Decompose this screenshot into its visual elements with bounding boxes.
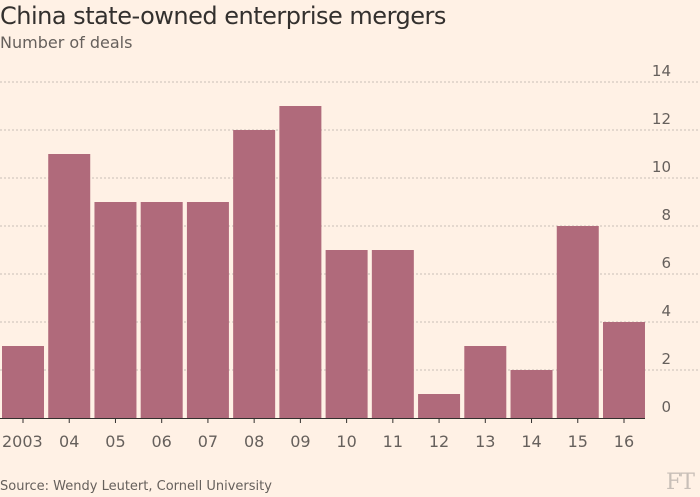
bar — [279, 106, 322, 418]
x-tick-label: 07 — [198, 432, 218, 451]
source-note: Source: Wendy Leutert, Cornell Universit… — [0, 479, 272, 494]
bar — [233, 130, 276, 418]
y-tick-label: 12 — [652, 110, 671, 128]
bar — [464, 346, 507, 418]
bar — [48, 154, 91, 418]
bar — [2, 346, 44, 418]
x-tick-label: 04 — [59, 432, 79, 451]
y-tick-label: 10 — [652, 158, 671, 176]
x-tick-label: 14 — [521, 432, 541, 451]
chart-title: China state-owned enterprise mergers — [0, 2, 446, 30]
bar — [186, 202, 229, 418]
x-tick-label: 12 — [429, 432, 449, 451]
x-tick-label: 15 — [568, 432, 588, 451]
y-tick-label: 6 — [661, 254, 671, 272]
bar — [510, 370, 553, 418]
x-tick-label: 06 — [152, 432, 172, 451]
x-tick-label: 16 — [614, 432, 634, 451]
bar — [602, 322, 645, 418]
bar — [140, 202, 183, 418]
y-tick-label: 4 — [661, 302, 671, 320]
bar — [371, 250, 414, 418]
x-tick-label: 10 — [336, 432, 356, 451]
x-tick-label: 09 — [290, 432, 310, 451]
y-tick-label: 0 — [661, 398, 671, 416]
y-tick-label: 2 — [661, 350, 671, 368]
x-tick-label: 08 — [244, 432, 264, 451]
y-tick-label: 14 — [652, 62, 671, 80]
bar — [94, 202, 137, 418]
y-tick-label: 8 — [661, 206, 671, 224]
x-tick-label: 13 — [475, 432, 495, 451]
x-tick-label: 11 — [383, 432, 403, 451]
bar — [325, 250, 368, 418]
x-tick-label: 2003 — [2, 432, 43, 451]
bar — [418, 394, 461, 418]
x-tick-label: 05 — [105, 432, 125, 451]
bar — [556, 226, 599, 418]
chart-subtitle: Number of deals — [0, 33, 133, 52]
ft-logo: FT — [666, 470, 695, 495]
